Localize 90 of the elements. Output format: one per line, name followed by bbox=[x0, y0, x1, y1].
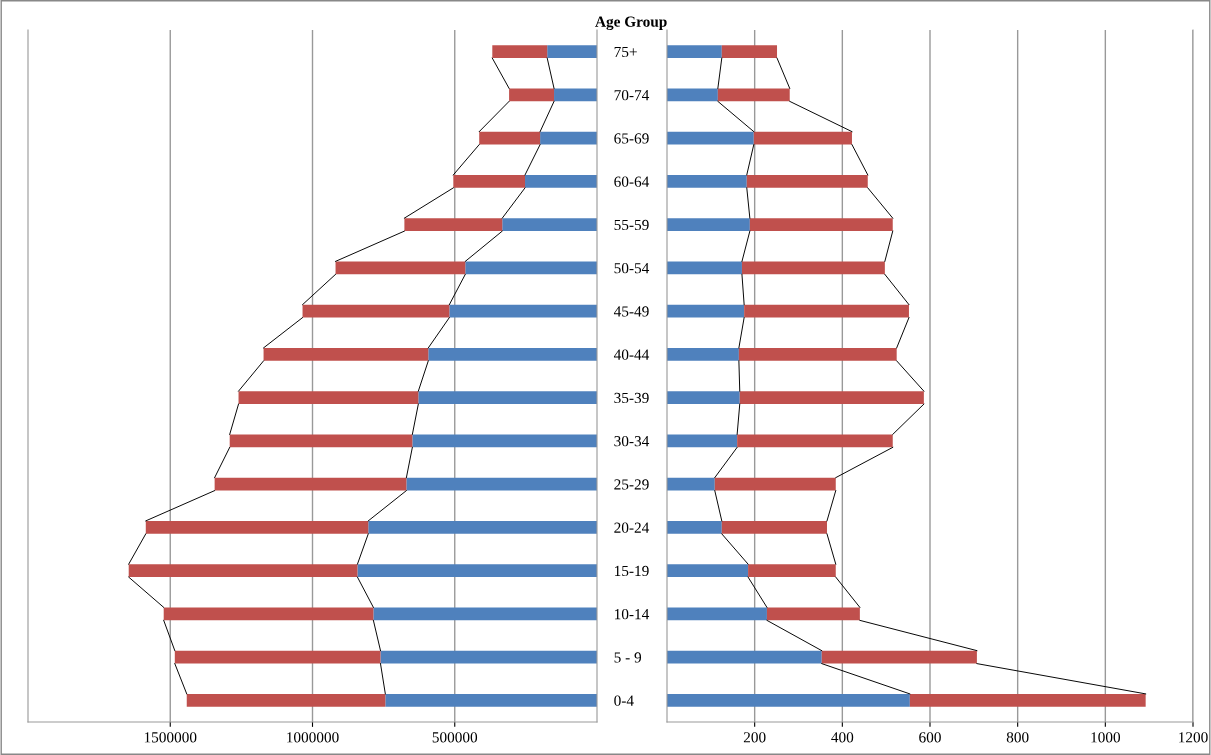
bar bbox=[667, 88, 718, 102]
x-tick-label: 500000 bbox=[432, 732, 478, 743]
bar bbox=[229, 434, 413, 448]
bar bbox=[766, 607, 860, 621]
bar bbox=[380, 650, 597, 664]
bar bbox=[128, 564, 358, 578]
bar bbox=[721, 45, 778, 59]
y-tick-label: 0-4 bbox=[614, 695, 634, 706]
y-tick-label: 40-44 bbox=[613, 349, 650, 360]
bar bbox=[335, 261, 466, 275]
bar bbox=[714, 477, 836, 491]
bar bbox=[449, 304, 597, 318]
bar bbox=[368, 520, 597, 534]
x-tick-label: 1000 bbox=[1091, 732, 1121, 743]
y-tick-label: 35-39 bbox=[614, 392, 649, 404]
bar bbox=[406, 477, 597, 491]
bar bbox=[667, 434, 738, 448]
y-tick-label: 70-74 bbox=[614, 90, 650, 101]
bar bbox=[717, 88, 790, 102]
bar bbox=[667, 45, 722, 59]
x-tick-label: 600 bbox=[919, 732, 941, 743]
y-tick-label: 75+ bbox=[614, 46, 637, 58]
bar bbox=[357, 564, 597, 578]
bar bbox=[749, 218, 893, 232]
bar bbox=[667, 650, 822, 664]
y-tick-label: 55-59 bbox=[614, 219, 649, 231]
bar bbox=[525, 174, 597, 188]
bar bbox=[238, 391, 419, 405]
bar bbox=[667, 693, 910, 707]
bar bbox=[186, 693, 386, 707]
y-tick-label: 15-19 bbox=[615, 565, 649, 577]
bar bbox=[302, 304, 450, 318]
bar bbox=[737, 434, 893, 448]
bar bbox=[667, 304, 745, 318]
bar bbox=[667, 564, 749, 578]
bar bbox=[667, 520, 722, 534]
y-tick-label: 50-54 bbox=[614, 263, 650, 274]
bar bbox=[667, 174, 747, 188]
x-tick-label: 800 bbox=[1006, 732, 1029, 743]
bar bbox=[145, 520, 369, 534]
bar bbox=[744, 304, 909, 318]
bar bbox=[721, 520, 827, 534]
y-tick-label: 45-49 bbox=[613, 306, 649, 317]
bar bbox=[540, 131, 597, 145]
bar bbox=[667, 477, 715, 491]
bar bbox=[263, 347, 429, 361]
bar bbox=[214, 477, 407, 491]
bar bbox=[667, 261, 742, 275]
bar bbox=[465, 261, 597, 275]
x-tick-label: 1200 bbox=[1179, 732, 1208, 743]
bar bbox=[748, 564, 836, 578]
bar bbox=[741, 261, 885, 275]
bar bbox=[428, 347, 597, 361]
bar bbox=[667, 607, 767, 621]
bar bbox=[667, 218, 750, 232]
bar bbox=[479, 131, 541, 145]
bar bbox=[418, 391, 597, 405]
bar bbox=[738, 347, 897, 361]
bar bbox=[739, 391, 924, 405]
bar bbox=[667, 391, 740, 405]
bar bbox=[746, 174, 868, 188]
x-tick-label: 400 bbox=[831, 732, 854, 743]
bar bbox=[163, 607, 374, 621]
y-tick-label: 20-24 bbox=[614, 522, 650, 533]
bar bbox=[667, 347, 739, 361]
x-tick-label: 1000000 bbox=[287, 732, 339, 743]
bar bbox=[492, 45, 548, 59]
x-tick-label: 1500000 bbox=[144, 732, 197, 743]
bar bbox=[821, 650, 977, 664]
y-tick-label: 65-69 bbox=[614, 133, 649, 144]
text: Age Group bbox=[595, 16, 667, 30]
bar bbox=[667, 131, 754, 145]
bar bbox=[554, 88, 597, 102]
bar bbox=[547, 45, 597, 59]
bar bbox=[502, 218, 597, 232]
bar bbox=[909, 693, 1146, 707]
bar bbox=[753, 131, 852, 145]
y-tick-label: 5 - 9 bbox=[614, 652, 642, 663]
bar bbox=[509, 88, 555, 102]
bar bbox=[404, 218, 503, 232]
bar bbox=[453, 174, 526, 188]
y-tick-label: 10-14 bbox=[615, 609, 650, 620]
bar bbox=[373, 607, 597, 621]
bar bbox=[412, 434, 597, 448]
y-tick-label: 25-29 bbox=[614, 479, 649, 490]
bar bbox=[385, 693, 597, 707]
y-tick-label: 60-64 bbox=[614, 176, 650, 187]
x-tick-label: 200 bbox=[743, 732, 766, 743]
y-tick-label: 30-34 bbox=[614, 436, 650, 447]
bar bbox=[174, 650, 381, 664]
